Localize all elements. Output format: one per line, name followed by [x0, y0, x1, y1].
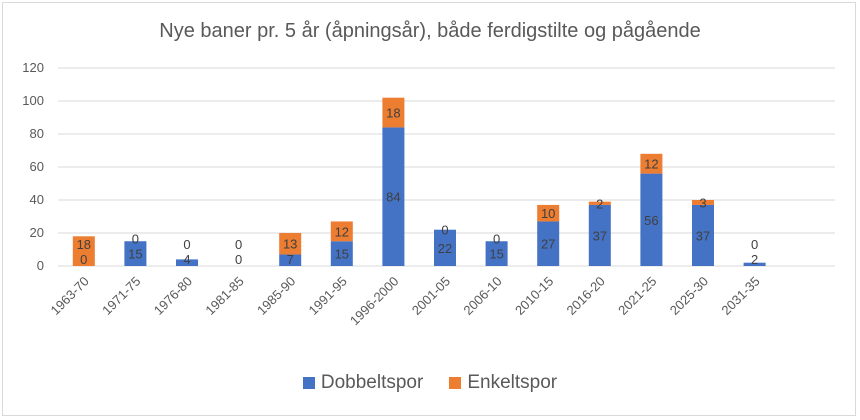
- x-tick-label: 2031-35: [718, 274, 762, 318]
- bar-dobbeltspor: [485, 241, 508, 266]
- x-tick-label: 1996-2000: [347, 274, 402, 329]
- bar-dobbeltspor: [434, 229, 456, 266]
- bar-dobbeltspor: [124, 241, 147, 266]
- bar-dobbeltspor: [692, 204, 714, 266]
- y-tick-label: 0: [37, 258, 44, 273]
- data-label: 7: [287, 252, 294, 267]
- data-label: 0: [80, 252, 87, 267]
- data-label: 4: [183, 252, 190, 267]
- data-label: 0: [751, 237, 758, 252]
- bar-enkeltspor: [537, 204, 560, 222]
- x-tick-label: 1971-75: [99, 274, 143, 318]
- y-tick-label: 60: [30, 159, 44, 174]
- data-label: 10: [541, 206, 555, 221]
- bar-enkeltspor: [72, 236, 95, 266]
- data-label: 0: [441, 223, 448, 238]
- bar-dobbeltspor: [640, 173, 663, 266]
- bar-enkeltspor: [588, 201, 611, 205]
- data-label: 0: [235, 237, 242, 252]
- x-tick-label: 1963-70: [48, 274, 92, 318]
- y-tick-label: 20: [30, 225, 44, 240]
- legend-label-enkeltspor: Enkeltspor: [467, 372, 558, 393]
- data-label: 12: [335, 224, 349, 239]
- x-tick-label: 2010-15: [512, 274, 556, 318]
- x-tick-label: 1991-95: [306, 274, 350, 318]
- x-tick-label: 2006-10: [460, 274, 504, 318]
- legend-item-dobbeltspor: Dobbeltspor: [302, 372, 424, 394]
- y-tick-label: 100: [22, 93, 44, 108]
- x-tick-label: 1985-90: [254, 274, 298, 318]
- chart-title: Nye baner pr. 5 år (åpningsår), både fer…: [159, 20, 701, 42]
- bar-dobbeltspor: [330, 241, 353, 266]
- bar-dobbeltspor: [279, 254, 302, 266]
- bar-dobbeltspor: [537, 221, 560, 266]
- chart-border: [2, 2, 856, 416]
- x-tick-label: 2021-25: [615, 274, 659, 318]
- bar-enkeltspor: [330, 221, 353, 242]
- legend: Dobbeltspor Enkeltspor: [0, 372, 860, 394]
- data-label: 18: [77, 237, 91, 252]
- x-tick-label: 1976-80: [151, 274, 195, 318]
- bar-enkeltspor: [382, 97, 405, 128]
- data-label: 27: [541, 237, 555, 252]
- x-tick-label: 2016-20: [564, 274, 608, 318]
- data-label: 3: [699, 195, 706, 210]
- data-label: 56: [644, 213, 658, 228]
- data-label: 18: [386, 106, 400, 121]
- legend-label-dobbeltspor: Dobbeltspor: [320, 372, 424, 393]
- data-label: 0: [235, 252, 242, 267]
- data-label: 13: [283, 237, 297, 252]
- data-label: 0: [493, 232, 500, 247]
- bar-dobbeltspor: [588, 204, 611, 266]
- y-tick-label: 120: [22, 60, 44, 75]
- y-tick-label: 40: [30, 192, 44, 207]
- data-label: 37: [593, 228, 607, 243]
- data-label: 12: [644, 157, 658, 172]
- bar-enkeltspor: [279, 233, 302, 255]
- data-label: 15: [489, 247, 503, 262]
- bar-dobbeltspor: [743, 262, 766, 266]
- data-label: 2: [596, 196, 603, 211]
- bar-enkeltspor: [692, 200, 714, 205]
- bar-enkeltspor: [640, 153, 663, 174]
- bar-dobbeltspor: [382, 127, 405, 267]
- data-label: 0: [183, 237, 190, 252]
- x-tick-label: 2025-30: [667, 274, 711, 318]
- data-label: 2: [751, 252, 758, 267]
- data-label: 37: [696, 228, 710, 243]
- x-tick-label: 1981-85: [202, 274, 246, 318]
- bar-dobbeltspor: [176, 259, 198, 266]
- x-tick-label: 2001-05: [409, 274, 453, 318]
- y-tick-label: 80: [30, 126, 44, 141]
- data-label: 22: [438, 241, 452, 256]
- legend-item-enkeltspor: Enkeltspor: [449, 372, 557, 394]
- data-label: 0: [132, 232, 139, 247]
- data-label: 15: [335, 247, 349, 262]
- data-label: 15: [128, 247, 142, 262]
- legend-swatch-dobbeltspor: [302, 377, 315, 389]
- legend-swatch-enkeltspor: [449, 377, 462, 389]
- data-label: 84: [386, 190, 400, 205]
